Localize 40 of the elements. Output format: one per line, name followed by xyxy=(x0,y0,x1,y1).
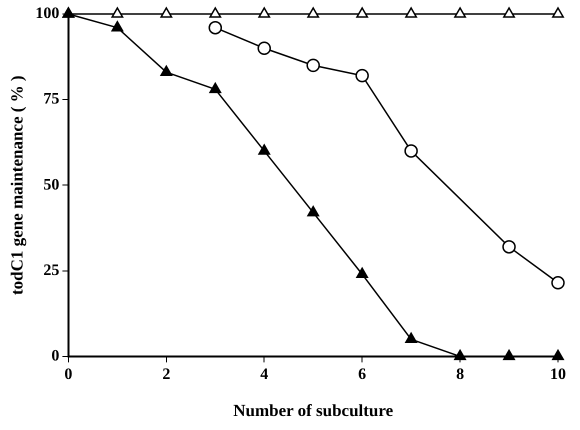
point xyxy=(405,7,418,18)
point xyxy=(160,65,172,76)
point xyxy=(552,350,564,360)
point xyxy=(454,350,466,360)
x-tick-label: 2 xyxy=(162,366,170,384)
point xyxy=(307,7,320,18)
point xyxy=(404,144,418,158)
point xyxy=(208,20,222,34)
point xyxy=(356,267,368,278)
point xyxy=(160,7,172,18)
y-tick-label: 25 xyxy=(43,262,60,279)
point xyxy=(307,206,320,216)
point xyxy=(502,240,516,254)
y-tick-label: 0 xyxy=(51,348,60,365)
point xyxy=(551,276,565,290)
x-tick-label: 4 xyxy=(260,366,268,384)
point xyxy=(552,7,564,18)
point xyxy=(258,144,270,155)
point xyxy=(257,41,271,55)
x-tick-label: 6 xyxy=(358,366,366,384)
point xyxy=(306,58,320,72)
x-tick-label: 8 xyxy=(456,366,464,384)
point xyxy=(355,68,369,82)
point xyxy=(503,350,515,360)
point xyxy=(258,7,270,18)
x-axis-title: Number of subculture xyxy=(233,401,394,420)
point xyxy=(111,7,124,18)
point xyxy=(209,7,222,18)
point xyxy=(111,20,124,32)
x-tick-label: 0 xyxy=(64,366,72,384)
point xyxy=(503,7,515,18)
point xyxy=(356,7,368,18)
point xyxy=(405,332,418,344)
y-tick-label: 100 xyxy=(35,5,60,22)
y-tick-label: 50 xyxy=(43,176,60,194)
point xyxy=(209,82,222,94)
x-tick-label: 10 xyxy=(550,366,566,384)
point xyxy=(454,7,466,18)
y-tick-label: 75 xyxy=(43,90,60,108)
y-axis-title: todC1 gene maintenance ( % ) xyxy=(8,75,27,295)
